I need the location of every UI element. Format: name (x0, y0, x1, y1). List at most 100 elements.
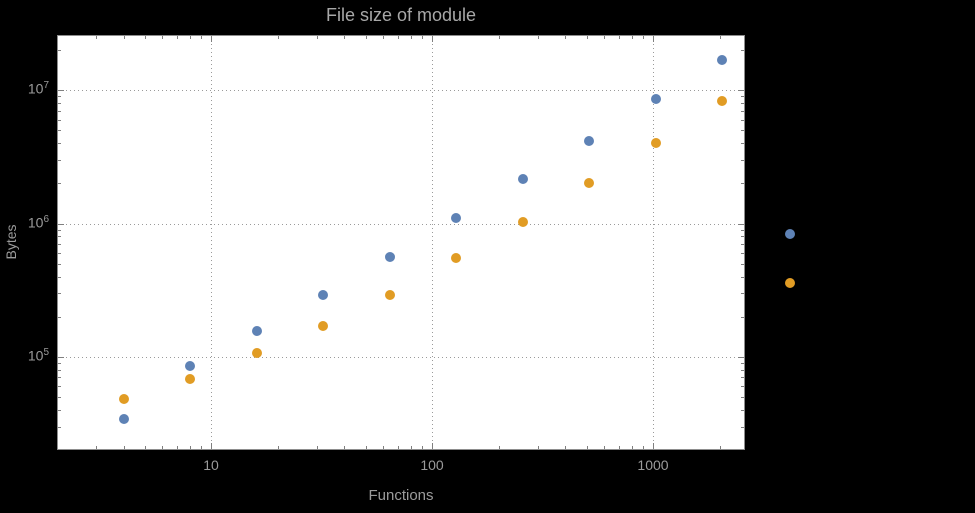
y-tick (58, 183, 61, 184)
x-tick (720, 446, 721, 449)
y-tick (741, 386, 744, 387)
y-tick-label: 107 (27, 80, 49, 97)
y-tick (741, 264, 744, 265)
chart-title: File size of module (325, 5, 477, 25)
x-tick (201, 36, 202, 39)
y-tick (738, 90, 744, 91)
x-tick (278, 446, 279, 449)
y-tick (741, 253, 744, 254)
x-tick (422, 36, 423, 39)
y-tick (58, 277, 61, 278)
y-tick (58, 96, 61, 97)
x-tick-label: 10 (203, 457, 219, 473)
data-point-orange-series (385, 290, 395, 300)
y-tick (58, 143, 61, 144)
y-tick (741, 130, 744, 131)
y-tick (741, 427, 744, 428)
x-tick (587, 446, 588, 449)
data-point-blue-series (318, 290, 328, 300)
y-tick (58, 236, 61, 237)
y-tick (738, 224, 744, 225)
x-tick (96, 36, 97, 39)
data-point-blue-series (518, 174, 528, 184)
x-tick (643, 446, 644, 449)
y-tick (58, 111, 61, 112)
y-tick (741, 244, 744, 245)
y-tick (58, 230, 61, 231)
data-point-orange-series (318, 321, 328, 331)
x-tick (604, 36, 605, 39)
x-tick (398, 36, 399, 39)
x-tick (278, 36, 279, 39)
y-tick (58, 160, 61, 161)
x-axis-label: Functions (368, 487, 434, 504)
x-tick (145, 446, 146, 449)
x-tick (383, 36, 384, 39)
y-tick (58, 253, 61, 254)
x-tick (96, 446, 97, 449)
x-tick (162, 36, 163, 39)
data-point-blue-series (385, 252, 395, 262)
data-point-orange-series (119, 394, 129, 404)
x-tick (177, 446, 178, 449)
y-gridline (58, 90, 744, 91)
x-tick (190, 36, 191, 39)
y-tick (741, 377, 744, 378)
x-tick (162, 446, 163, 449)
x-tick (619, 36, 620, 39)
y-tick (58, 224, 64, 225)
y-tick-label: 105 (27, 347, 49, 364)
x-tick (211, 443, 212, 449)
y-tick (58, 386, 61, 387)
data-point-orange-series (717, 96, 727, 106)
x-tick (619, 446, 620, 449)
x-tick-label: 1000 (637, 457, 669, 473)
x-tick (366, 446, 367, 449)
x-tick (720, 36, 721, 39)
data-point-blue-series (252, 326, 262, 336)
x-tick (632, 36, 633, 39)
x-tick (124, 446, 125, 449)
x-tick (422, 446, 423, 449)
x-tick (177, 36, 178, 39)
data-point-orange-series (584, 178, 594, 188)
x-tick (565, 446, 566, 449)
x-tick (604, 446, 605, 449)
x-tick (499, 36, 500, 39)
y-tick (741, 96, 744, 97)
x-tick (317, 446, 318, 449)
y-tick (58, 90, 64, 91)
data-point-blue-series (717, 55, 727, 65)
x-tick (317, 36, 318, 39)
x-tick (643, 36, 644, 39)
y-tick (741, 317, 744, 318)
data-point-orange-series (451, 253, 461, 263)
x-tick (411, 446, 412, 449)
y-tick (741, 236, 744, 237)
x-gridline (211, 36, 212, 449)
y-tick (741, 397, 744, 398)
y-tick (741, 370, 744, 371)
x-tick-label: 100 (420, 457, 444, 473)
y-tick (741, 160, 744, 161)
x-tick (344, 36, 345, 39)
y-tick (741, 183, 744, 184)
y-tick (58, 244, 61, 245)
y-gridline (58, 357, 744, 358)
data-point-orange-series (651, 138, 661, 148)
x-tick (587, 36, 588, 39)
y-tick (741, 50, 744, 51)
y-tick (58, 103, 61, 104)
x-tick (538, 446, 539, 449)
x-tick (211, 36, 212, 42)
x-tick (124, 36, 125, 39)
x-tick (201, 446, 202, 449)
y-tick (738, 357, 744, 358)
x-tick (432, 36, 433, 42)
x-gridline (432, 36, 433, 449)
data-point-blue-series (584, 136, 594, 146)
y-tick (58, 370, 61, 371)
x-tick (344, 446, 345, 449)
y-tick (58, 264, 61, 265)
data-point-orange-series (518, 217, 528, 227)
